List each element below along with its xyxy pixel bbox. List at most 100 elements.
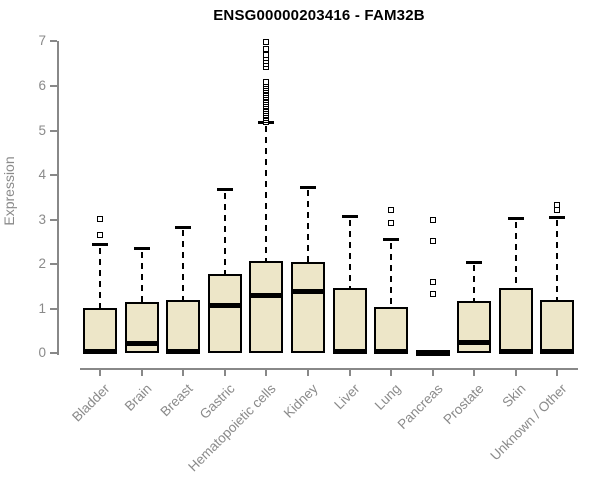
median-line [457, 340, 492, 346]
y-axis-tick [50, 129, 57, 132]
y-tick-label: 1 [38, 300, 46, 316]
outlier-point [263, 46, 270, 53]
box [290, 261, 325, 354]
whisker-stem [390, 242, 393, 308]
box [207, 274, 242, 354]
x-axis-tick [223, 368, 226, 376]
whisker-stem [265, 125, 268, 261]
y-tick-label: 5 [38, 122, 46, 138]
box [540, 299, 575, 354]
y-axis-tick [50, 218, 57, 221]
x-tick-label: Prostate [440, 381, 487, 428]
whisker-cap [466, 260, 483, 264]
y-axis-tick [50, 352, 57, 355]
outlier-point [97, 231, 104, 238]
outlier-point [263, 79, 270, 86]
outlier-point [429, 216, 436, 223]
y-tick-label: 4 [38, 167, 46, 183]
outlier-point [429, 238, 436, 245]
x-tick-label: Kidney [280, 381, 321, 421]
box [166, 299, 201, 354]
x-tick-label: Skin [499, 381, 529, 411]
box [332, 287, 367, 354]
outlier-point [97, 215, 104, 222]
x-tick-label: Brain [121, 381, 155, 414]
outlier-point [429, 291, 436, 298]
x-tick-label: Unknown / Other [487, 381, 570, 464]
outlier-point [429, 279, 436, 286]
whisker-cap [299, 185, 316, 189]
whisker-cap [133, 247, 150, 251]
whisker-cap [341, 215, 358, 219]
y-tick-label: 6 [38, 78, 46, 93]
x-axis-tick [306, 368, 309, 376]
x-axis-tick [431, 368, 434, 376]
box [498, 287, 533, 354]
x-tick-label: Breast [157, 381, 196, 420]
whisker-stem [556, 220, 559, 300]
outlier-point [388, 220, 395, 227]
whisker-stem [182, 230, 185, 300]
median-line [124, 340, 159, 346]
y-axis-line [57, 41, 59, 356]
x-tick-label: Lung [371, 381, 404, 413]
y-tick-label: 2 [38, 256, 46, 272]
whisker-cap [175, 225, 192, 229]
whisker-stem [99, 247, 102, 308]
median-line [415, 349, 450, 355]
median-line [374, 349, 409, 355]
y-tick-label: 0 [38, 345, 46, 361]
whisker-cap [216, 188, 233, 192]
y-tick-label: 3 [38, 211, 46, 227]
whisker-cap [507, 217, 524, 221]
y-axis-tick [50, 263, 57, 266]
chart-title: ENSG00000203416 - FAM32B [213, 7, 425, 24]
outlier-point [388, 206, 395, 213]
y-axis-tick [50, 307, 57, 310]
outlier-point [263, 51, 270, 58]
x-axis-tick [473, 368, 476, 376]
x-tick-label: Bladder [69, 381, 113, 425]
outlier-point [263, 39, 270, 46]
x-tick-label: Liver [330, 381, 363, 413]
median-line [498, 349, 533, 355]
box [249, 260, 284, 354]
whisker-stem [223, 192, 226, 274]
whisker-stem [473, 265, 476, 301]
x-axis-tick [182, 368, 185, 376]
median-line [83, 349, 118, 355]
box [83, 307, 118, 354]
median-line [540, 349, 575, 355]
median-line [207, 302, 242, 308]
median-line [290, 289, 325, 295]
median-line [166, 349, 201, 355]
y-axis-tick [50, 174, 57, 177]
x-axis-tick [390, 368, 393, 376]
x-axis-tick [99, 368, 102, 376]
box [457, 300, 492, 354]
x-tick-label: Pancreas [394, 381, 446, 432]
median-line [249, 292, 284, 298]
x-axis-tick [514, 368, 517, 376]
y-tick-label: 7 [38, 33, 46, 49]
x-axis-tick [265, 368, 268, 376]
whisker-stem [306, 190, 309, 262]
whisker-cap [549, 215, 566, 219]
whisker-stem [140, 251, 143, 303]
x-axis-tick [140, 368, 143, 376]
x-axis-line [79, 368, 578, 370]
box [374, 307, 409, 354]
whisker-stem [514, 221, 517, 288]
outlier-point [554, 202, 561, 209]
whisker-cap [92, 243, 109, 247]
whisker-stem [348, 219, 351, 288]
whisker-cap [383, 238, 400, 242]
x-axis-tick [348, 368, 351, 376]
y-axis-tick [50, 40, 57, 43]
y-axis-tick [50, 85, 57, 87]
x-axis-tick [556, 368, 559, 376]
box [124, 302, 159, 354]
median-line [332, 349, 367, 355]
